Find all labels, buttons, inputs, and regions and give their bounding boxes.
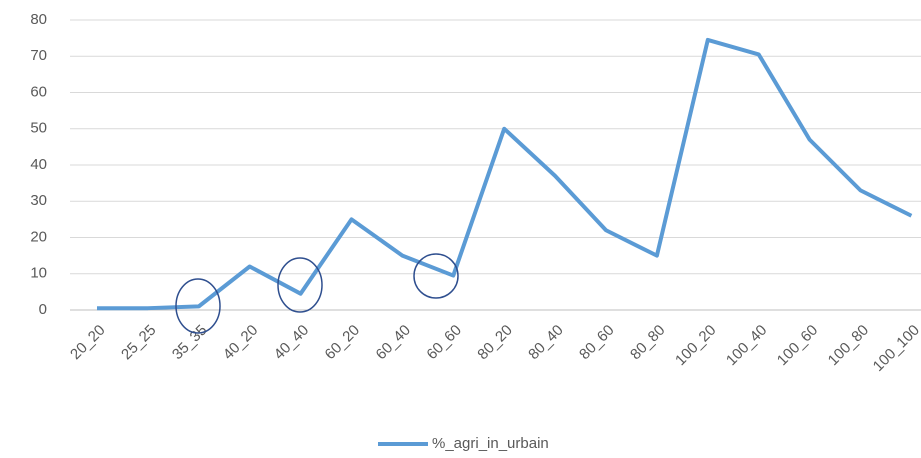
y-tick-label: 60 [30,83,47,100]
circle-annotation [175,278,221,334]
x-tick-label: 60_20 [322,322,364,364]
y-tick-label: 70 [30,47,47,64]
x-tick-label: 80_40 [525,322,567,364]
x-tick-label: 100_20 [672,322,719,369]
y-tick-label: 30 [30,192,47,209]
x-tick-label: 60_40 [373,322,415,364]
x-tick-label: 40_40 [271,322,313,364]
annotations [175,253,459,334]
x-tick-label: 35_35 [169,322,211,364]
x-tick-label: 80_20 [474,322,516,364]
circle-annotation [277,257,323,313]
y-tick-label: 10 [30,265,47,282]
y-tick-label: 20 [30,228,47,245]
legend-label: %_agri_in_urbain [432,435,549,452]
y-tick-label: 80 [30,11,47,28]
data-line [97,37,913,311]
x-tick-label: 25_25 [118,322,160,364]
x-tick-label: 60_60 [423,322,465,364]
x-tick-label: 20_20 [67,322,109,364]
y-tick-label: 50 [30,120,47,137]
y-tick-label: 0 [39,301,47,318]
x-tick-label: 100_80 [825,322,872,369]
x-tick-label: 80_80 [627,322,669,364]
x-tick-label: 80_60 [576,322,618,364]
x-tick-label: 100_40 [723,322,770,369]
x-tick-label: 100_100 [870,322,921,375]
x-tick-label: 40_20 [220,322,262,364]
circle-annotation [413,253,459,299]
x-tick-label: 100_60 [774,322,821,369]
plot: 0 10 20 30 40 50 60 70 80 20_20 25_25 35_35 40_20 40_… [30,11,921,452]
y-tick-label: 40 [30,156,47,173]
